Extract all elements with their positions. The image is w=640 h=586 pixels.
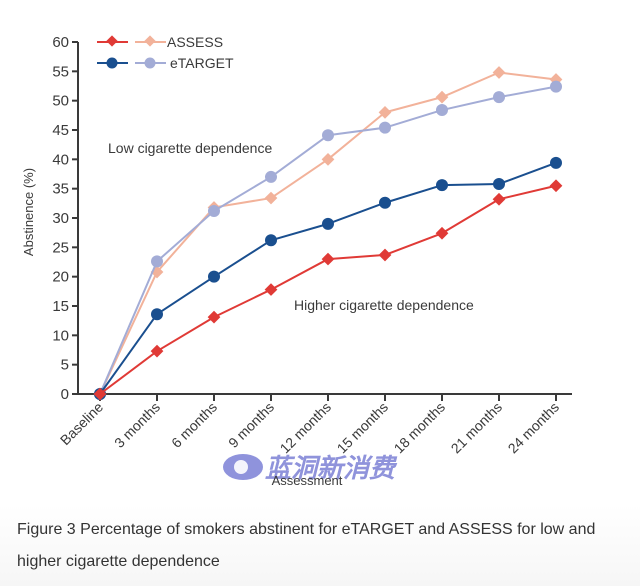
data-point-circle [493,177,505,190]
y-axis: 0 5 10 15 20 25 30 35 40 45 50 55 60 [52,34,79,403]
data-point-diamond [492,66,506,79]
data-point-circle [265,170,277,183]
legend-etarget-high-swatch [97,57,128,69]
watermark: 蓝洞新消费 [223,454,398,484]
data-point-diamond [150,344,164,358]
annotation-low-dependence: Low cigarette dependence [108,140,272,156]
y-tick-label: 25 [52,239,69,256]
data-point-diamond [492,192,506,206]
data-point-circle [208,270,220,283]
x-axis: Baseline 3 months 6 months 9 months 12 month… [57,393,572,457]
y-tick-label: 45 [52,122,69,139]
x-tick-label: 12 months [277,399,335,457]
y-tick-label: 0 [61,386,69,403]
legend-etarget-low-swatch [135,57,166,69]
x-tick-label: 6 months [168,399,220,451]
data-point-circle [208,204,220,217]
legend-etarget-label: eTARGET [170,55,234,71]
y-tick-label: 20 [52,269,69,286]
figure-caption: Figure 3 Percentage of smokers abstinent… [17,521,596,570]
x-tick-label: 15 months [334,399,392,457]
y-tick-label: 60 [52,34,69,51]
data-point-circle [550,156,562,169]
legend: ASSESS eTARGET [97,34,234,71]
legend-assess-high-swatch [97,35,128,47]
x-axis-title: Assessment [272,473,343,488]
data-point-diamond [321,252,335,266]
x-tick-label: 3 months [111,399,163,451]
data-point-diamond [264,283,278,296]
x-tick-label: 9 months [225,399,277,451]
data-point-circle [322,129,334,142]
legend-assess-label: ASSESS [167,34,223,50]
data-point-diamond [207,310,221,324]
y-tick-label: 5 [61,357,69,374]
data-point-circle [436,179,448,192]
y-tick-label: 35 [52,181,69,198]
y-tick-label: 55 [52,63,69,80]
data-point-diamond [321,152,335,166]
data-point-diamond [549,179,563,193]
series-line [94,80,562,400]
y-axis-title: Abstinence (%) [21,168,36,256]
data-point-circle [322,217,334,230]
y-tick-label: 10 [52,327,69,344]
y-tick-label: 40 [52,151,69,168]
data-point-circle [493,91,505,104]
data-point-diamond [378,248,392,262]
x-tick-label: 18 months [391,399,449,457]
data-point-diamond [378,106,392,119]
data-point-circle [550,80,562,93]
data-point-diamond [435,226,449,240]
data-point-circle [265,234,277,247]
abstinence-line-chart: 0 5 10 15 20 25 30 35 40 45 50 55 60 Baseline 3 month… [21,34,572,488]
data-point-circle [151,255,163,268]
series-line [94,156,562,400]
data-point-diamond [264,191,278,205]
series-layer [93,66,563,401]
x-tick-label: Baseline [57,399,106,448]
data-point-diamond [93,387,107,401]
y-tick-label: 50 [52,93,69,110]
data-point-diamond [435,90,449,104]
annotation-higher-dependence: Higher cigarette dependence [294,297,474,313]
data-point-circle [379,196,391,209]
y-tick-label: 15 [52,298,69,315]
x-tick-label: 24 months [505,399,563,457]
data-point-circle [436,104,448,117]
watermark-text: 蓝洞新消费 [265,454,398,484]
x-tick-label: 21 months [448,399,506,457]
data-point-circle [379,121,391,134]
y-tick-label: 30 [52,210,69,227]
legend-assess-low-swatch [135,35,166,47]
caption-band [0,505,640,586]
series-line [93,66,563,401]
data-point-circle [151,308,163,321]
series-line [93,179,563,401]
